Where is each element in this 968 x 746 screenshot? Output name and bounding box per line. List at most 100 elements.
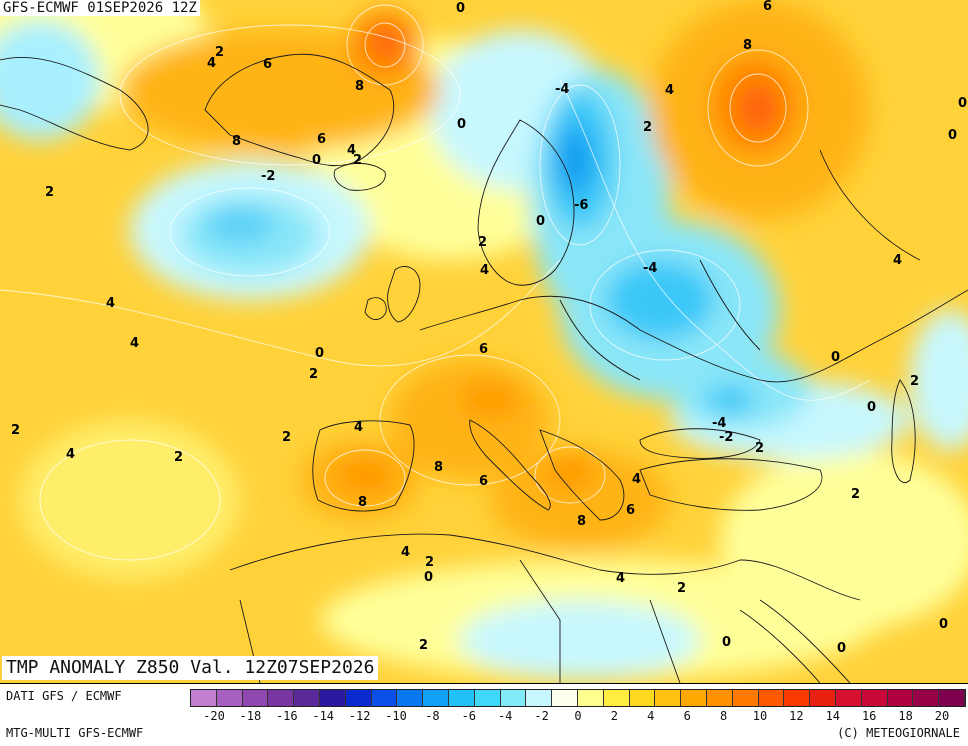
color-swatch [319,690,346,706]
contour-label: 2 [755,441,764,456]
contour-label: 6 [479,342,488,357]
color-swatch [268,690,295,706]
contour-label: 4 [893,253,902,268]
contour-labels: 2 4 6 8 8 6 0 4 2 -2 0 0 2 -4 -6 0 -4 6 … [11,0,967,656]
contour-label: 6 [626,503,635,518]
contour-label: 4 [632,472,641,487]
contour-label: 8 [434,460,443,475]
contour-label: -4 [643,261,657,276]
anomaly-field-shading [0,0,968,680]
scale-tick-label: -4 [497,709,513,723]
contour-label: 4 [480,263,489,278]
color-swatch [758,690,785,706]
contour-label: 0 [457,117,466,132]
contour-label: 2 [215,45,224,60]
contour-label: 8 [232,134,241,149]
contour-label: 0 [722,635,731,650]
contour-label: 0 [315,346,324,361]
scale-tick-label: 2 [610,709,619,723]
color-swatch [191,690,217,706]
scale-tick-label: -16 [275,709,298,723]
contour-label: 4 [207,56,216,71]
color-swatch [939,690,965,706]
color-swatch [629,690,656,706]
contour-label: 2 [910,374,919,389]
legend-footer: DATI GFS / ECMWF -20 -18 -16 -14 -12 -10 -8 -6-… [0,683,968,746]
color-swatch [603,690,630,706]
scale-tick-label: 8 [719,709,728,723]
data-source-label: DATI GFS / ECMWF [6,689,122,703]
contour-label: 8 [743,38,752,53]
color-swatch [216,690,243,706]
contour-label: 8 [577,514,586,529]
color-scale-bar [190,689,966,707]
contour-label: 2 [353,153,362,168]
scale-tick-label: -12 [348,709,371,723]
contour-label: 6 [479,474,488,489]
contour-label: 8 [355,79,364,94]
scale-tick-label: 4 [647,709,655,723]
contour-label: 6 [263,57,272,72]
contour-label: -2 [719,430,733,445]
contour-label: 4 [106,296,115,311]
color-swatch [526,690,553,706]
contour-label: 4 [401,545,410,560]
contour-label: 0 [536,214,545,229]
contour-label: 2 [282,430,291,445]
color-swatch [552,690,578,706]
temperature-anomaly-map: 2 4 6 8 8 6 0 4 2 -2 0 0 2 -4 -6 0 -4 6 … [0,0,968,683]
color-swatch [500,690,527,706]
contour-label: 4 [616,571,625,586]
contour-label: 2 [851,487,860,502]
color-swatch [345,690,372,706]
contour-label: 0 [424,570,433,585]
coastlines [0,53,968,683]
color-swatch [732,690,759,706]
model-run-label: GFS-ECMWF 01SEP2026 12Z [0,0,200,16]
copyright-label: (C) METEOGIORNALE [837,726,960,740]
scale-tick-label: -6 [461,709,477,723]
scale-tick-label: -14 [312,709,335,723]
color-swatch [294,690,320,706]
contour-label: 0 [948,128,957,143]
scale-tick-label: -18 [239,709,262,723]
contour-label: 2 [11,423,20,438]
contour-label: 4 [130,336,139,351]
contour-label: 4 [347,143,356,158]
color-swatch [835,690,862,706]
contour-label: 6 [763,0,772,14]
color-swatch [242,690,269,706]
contour-label: 0 [939,617,948,632]
color-swatch [448,690,475,706]
contour-label: 6 [317,132,326,147]
contour-label: 2 [309,367,318,382]
contour-label: 4 [354,420,363,435]
scale-tick-label: -8 [425,709,440,723]
contour-label: 2 [677,581,686,596]
color-swatch [681,690,707,706]
model-name-label: MTG-MULTI GFS-ECMWF [6,726,144,740]
map-area: 2 4 6 8 8 6 0 4 2 -2 0 0 2 -4 -6 0 -4 6 … [0,0,968,683]
scale-tick-label: 18 [898,709,913,723]
scale-tick-label: 6 [683,709,691,723]
contour-label: 4 [66,447,75,462]
contour-label: 0 [831,350,840,365]
contour-label: 0 [837,641,846,656]
contour-label: -2 [261,169,275,184]
scale-tick-label: 16 [861,709,877,723]
color-swatch [577,690,604,706]
scale-tick-label: 12 [789,709,804,723]
scale-tick-label: 10 [752,709,768,723]
color-swatch [887,690,914,706]
contour-label: 0 [456,1,465,16]
field-validity-label: TMP ANOMALY Z850 Val. 12Z07SEP2026 [2,656,379,680]
contour-label: 2 [643,120,652,135]
scale-tick-label: 20 [934,709,950,723]
contour-label: 8 [358,495,367,510]
color-swatch [423,690,449,706]
contour-label: 2 [45,185,54,200]
color-swatch [371,690,398,706]
contour-label: 2 [478,235,487,250]
color-swatch [861,690,888,706]
contour-label: 0 [312,153,321,168]
